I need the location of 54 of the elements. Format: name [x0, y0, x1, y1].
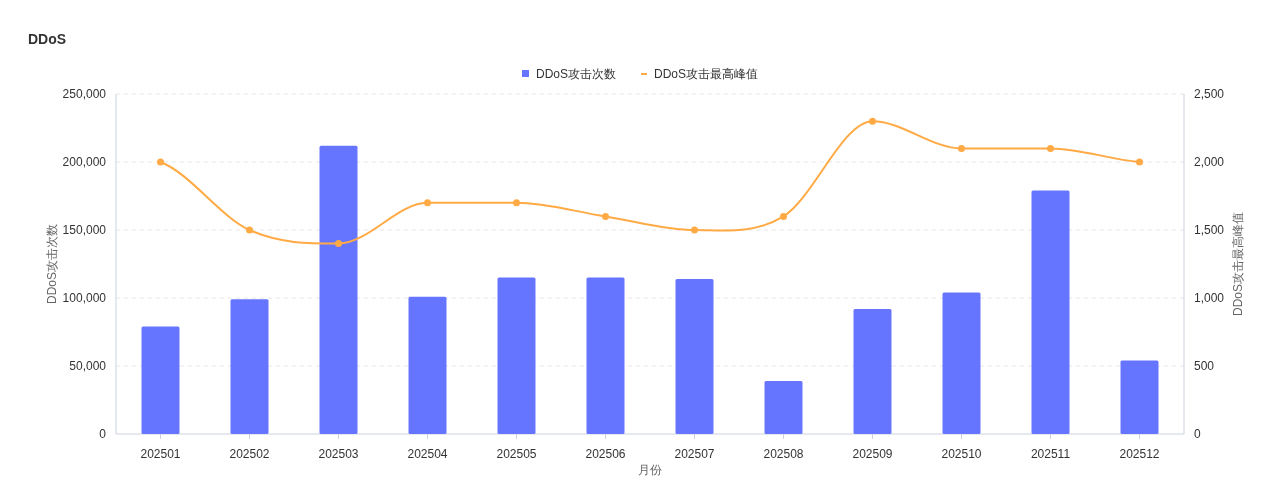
y2-tick-label: 500 [1194, 359, 1215, 373]
point [246, 226, 253, 234]
x-tick-label: 202509 [852, 447, 893, 461]
y-tick-label: 200,000 [62, 155, 107, 169]
bar [408, 296, 447, 434]
y-tick-label: 100,000 [62, 291, 107, 305]
x-tick-label: 202508 [763, 447, 804, 461]
x-tick-label: 202502 [229, 447, 270, 461]
y2-tick-label: 2,500 [1194, 87, 1225, 101]
y2-axis-title: DDoS攻击最高峰值 [1231, 211, 1245, 317]
x-axis-title: 月份 [638, 463, 662, 477]
y-tick-label: 250,000 [62, 87, 107, 101]
x-tick-label: 202511 [1030, 447, 1071, 461]
y2-tick-label: 2,000 [1194, 155, 1225, 169]
y2-tick-label: 1,500 [1194, 223, 1225, 237]
point [691, 226, 698, 234]
point [602, 212, 609, 220]
bar [230, 299, 269, 434]
point [1136, 158, 1143, 166]
x-tick-label: 202512 [1119, 447, 1160, 461]
x-tick-label: 202504 [407, 447, 448, 461]
legend-label: DDoS攻击次数 [535, 67, 616, 81]
bar [675, 278, 714, 434]
bar [764, 380, 803, 434]
y-axis-title: DDoS攻击次数 [45, 223, 59, 305]
bar [586, 277, 625, 434]
chart-title: DDoS [28, 31, 67, 47]
y-tick-label: 150,000 [62, 223, 107, 237]
point [1047, 144, 1054, 152]
point [780, 212, 787, 220]
y2-tick-label: 1,000 [1194, 291, 1225, 305]
x-tick-label: 202510 [941, 447, 982, 461]
bar [853, 308, 892, 434]
point [958, 144, 965, 152]
bar [942, 292, 981, 434]
x-tick-label: 202501 [140, 447, 181, 461]
x-tick-label: 202507 [674, 447, 715, 461]
bar [1120, 360, 1159, 434]
x-tick-label: 202506 [585, 447, 626, 461]
y2-tick-label: 0 [1194, 427, 1201, 441]
legend-label: DDoS攻击最高峰值 [654, 67, 759, 81]
x-tick-label: 202505 [496, 447, 537, 461]
bar [1031, 190, 1070, 434]
bar [141, 326, 180, 434]
point [869, 117, 876, 125]
y-tick-label: 50,000 [69, 359, 107, 373]
bar [319, 145, 358, 434]
x-tick-label: 202503 [318, 447, 359, 461]
point [424, 199, 431, 207]
point [513, 199, 520, 207]
y-tick-label: 0 [99, 427, 107, 441]
bar [497, 277, 536, 434]
point [335, 240, 342, 248]
point [157, 158, 164, 166]
